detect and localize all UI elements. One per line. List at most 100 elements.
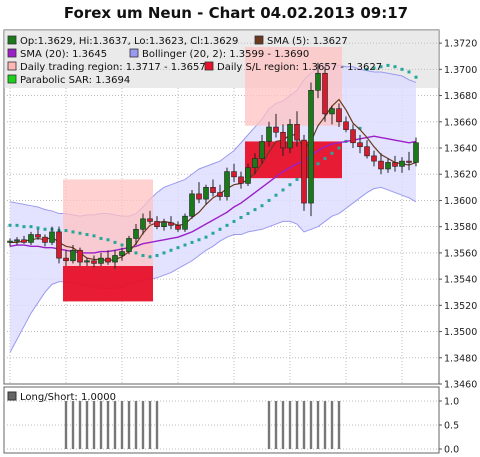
- candle-body: [35, 234, 41, 238]
- psar-dot: [36, 226, 40, 230]
- long-short-bar: [141, 401, 145, 449]
- psar-dot: [239, 215, 243, 219]
- y-tick-label: 1.3480: [444, 353, 477, 364]
- long-short-bar: [106, 401, 110, 449]
- candle-body: [385, 162, 391, 170]
- legend-label: SMA (5): 1.3627: [267, 36, 348, 47]
- long-short-grid: [4, 400, 439, 450]
- candle-body: [266, 126, 272, 142]
- long-short-bar: [316, 401, 320, 449]
- candle-body: [280, 131, 286, 149]
- psar-dot: [197, 238, 201, 242]
- candle-body: [175, 225, 181, 230]
- price-axis: 1.3460 1.3480 1.3500 1.3520 1.3540 1.3560 1.35…: [439, 39, 477, 391]
- candle-body: [252, 158, 258, 168]
- long-short-bar: [148, 401, 152, 449]
- long-short-bar: [64, 401, 68, 449]
- candle-body: [322, 72, 328, 115]
- psar-dot: [246, 212, 250, 216]
- long-short-bar: [302, 401, 306, 449]
- candle-body: [154, 221, 160, 227]
- candle-body: [413, 142, 419, 163]
- candle-body: [70, 249, 76, 262]
- psar-dot: [120, 243, 124, 247]
- psar-dot: [204, 235, 208, 239]
- psar-dot: [22, 225, 26, 229]
- long-short-bar: [85, 401, 89, 449]
- psar-dot: [365, 67, 369, 71]
- psar-dot: [43, 227, 47, 231]
- psar-dot: [267, 198, 271, 202]
- candle-body: [42, 236, 48, 243]
- candle-body: [308, 90, 314, 204]
- psar-dot: [8, 223, 12, 227]
- sl-region: [63, 266, 153, 302]
- chart-title: Forex um Neun - Chart 04.02.2013 09:17: [64, 4, 408, 22]
- candle-body: [357, 142, 363, 147]
- y-tick-label: 1.3620: [444, 170, 477, 181]
- candle-body: [371, 155, 377, 162]
- psar-dot: [169, 248, 173, 252]
- psar-dot: [288, 183, 292, 187]
- y-tick-label: 1.3500: [444, 327, 477, 338]
- psar-dot: [29, 225, 33, 229]
- psar-dot: [106, 238, 110, 242]
- ls-tick-label: 0.5: [444, 421, 459, 432]
- candlesticks: [7, 62, 419, 269]
- candle-body: [315, 72, 321, 91]
- y-tick-label: 1.3520: [444, 301, 477, 312]
- psar-dot: [372, 66, 376, 70]
- psar-dot: [400, 67, 404, 71]
- psar-dot: [162, 251, 166, 255]
- psar-dot: [15, 223, 19, 227]
- ls-tick-label: 1.0: [444, 397, 459, 408]
- psar-dot: [218, 227, 222, 231]
- candle-body: [231, 171, 237, 178]
- candle-body: [224, 171, 230, 197]
- candle-body: [147, 218, 153, 222]
- long-short-bar: [113, 401, 117, 449]
- candle-body: [28, 234, 34, 243]
- candle-body: [189, 193, 195, 217]
- long-short-bar: [127, 401, 131, 449]
- long-short-axis: 0.0 0.5 1.0: [439, 397, 459, 456]
- candle-body: [140, 218, 146, 230]
- long-short-bar: [309, 401, 313, 449]
- psar-dot: [78, 231, 82, 235]
- candle-body: [399, 160, 405, 167]
- candle-body: [161, 222, 167, 227]
- psar-dot: [274, 193, 278, 197]
- candle-body: [56, 231, 62, 259]
- long-short-bars: [64, 401, 341, 449]
- candle-body: [364, 146, 370, 157]
- candle-body: [7, 240, 13, 243]
- psar-dot: [407, 70, 411, 74]
- candle-body: [21, 239, 27, 243]
- psar-dot: [414, 75, 418, 79]
- legend-label: Daily trading region: 1.3717 - 1.3657: [20, 62, 206, 73]
- y-tick-label: 1.3660: [444, 117, 477, 128]
- legend-swatch: [254, 35, 264, 45]
- candle-body: [133, 228, 139, 239]
- price-panel: 1.3460 1.3480 1.3500 1.3520 1.3540 1.3560 1.35…: [3, 29, 477, 391]
- psar-dot: [141, 254, 145, 258]
- ls-tick-label: 0.0: [444, 445, 459, 456]
- long-short-bar: [92, 401, 96, 449]
- candle-body: [287, 124, 293, 149]
- psar-dot: [386, 63, 390, 67]
- psar-dot: [134, 251, 138, 255]
- y-tick-label: 1.3460: [444, 380, 477, 391]
- candle-body: [168, 222, 174, 226]
- price-legend: Op:1.3629, Hi:1.3637, Lo:1.3623, Cl:1.36…: [7, 35, 382, 86]
- candle-body: [77, 249, 83, 263]
- candle-body: [336, 108, 342, 123]
- psar-dot: [295, 177, 299, 181]
- psar-dot: [358, 126, 362, 130]
- y-tick-label: 1.3560: [444, 248, 477, 259]
- candle-body: [329, 108, 335, 115]
- long-short-bar: [78, 401, 82, 449]
- legend-label: Bollinger (20, 2): 1.3599 - 1.3690: [142, 49, 309, 60]
- candle-body: [259, 141, 265, 159]
- long-short-bar: [99, 401, 103, 449]
- candle-body: [238, 176, 244, 184]
